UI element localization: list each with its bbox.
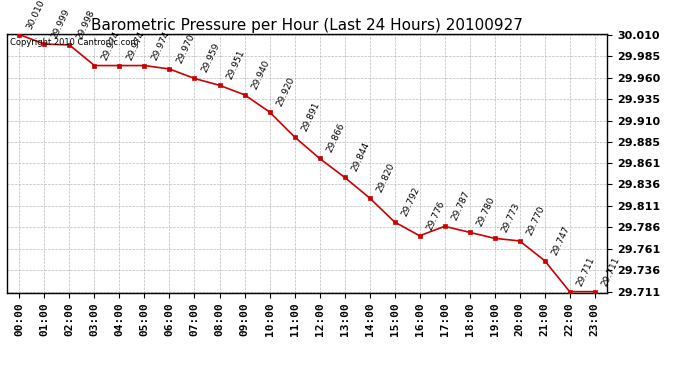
Text: 29.998: 29.998: [75, 8, 97, 41]
Text: 30.010: 30.010: [25, 0, 46, 30]
Text: 29.974: 29.974: [100, 29, 121, 62]
Text: 29.773: 29.773: [500, 202, 522, 234]
Text: 29.787: 29.787: [450, 190, 472, 222]
Text: 29.891: 29.891: [300, 100, 322, 133]
Text: 29.974: 29.974: [150, 29, 171, 62]
Text: 29.770: 29.770: [525, 204, 546, 237]
Text: 29.999: 29.999: [50, 8, 72, 40]
Text: 29.940: 29.940: [250, 58, 271, 91]
Text: 29.820: 29.820: [375, 162, 397, 194]
Text: 29.866: 29.866: [325, 122, 346, 154]
Text: 29.792: 29.792: [400, 186, 422, 218]
Text: Copyright 2010 Cantronic.com: Copyright 2010 Cantronic.com: [10, 38, 139, 46]
Text: 29.844: 29.844: [350, 141, 371, 173]
Text: 29.974: 29.974: [125, 29, 146, 62]
Text: 29.711: 29.711: [575, 255, 597, 288]
Text: 29.776: 29.776: [425, 199, 446, 232]
Text: 29.951: 29.951: [225, 49, 246, 81]
Text: 29.970: 29.970: [175, 33, 197, 65]
Text: 29.780: 29.780: [475, 196, 497, 228]
Text: 29.920: 29.920: [275, 76, 297, 108]
Title: Barometric Pressure per Hour (Last 24 Hours) 20100927: Barometric Pressure per Hour (Last 24 Ho…: [91, 18, 523, 33]
Text: 29.747: 29.747: [550, 224, 571, 256]
Text: 29.959: 29.959: [200, 42, 221, 74]
Text: 29.711: 29.711: [600, 255, 622, 288]
